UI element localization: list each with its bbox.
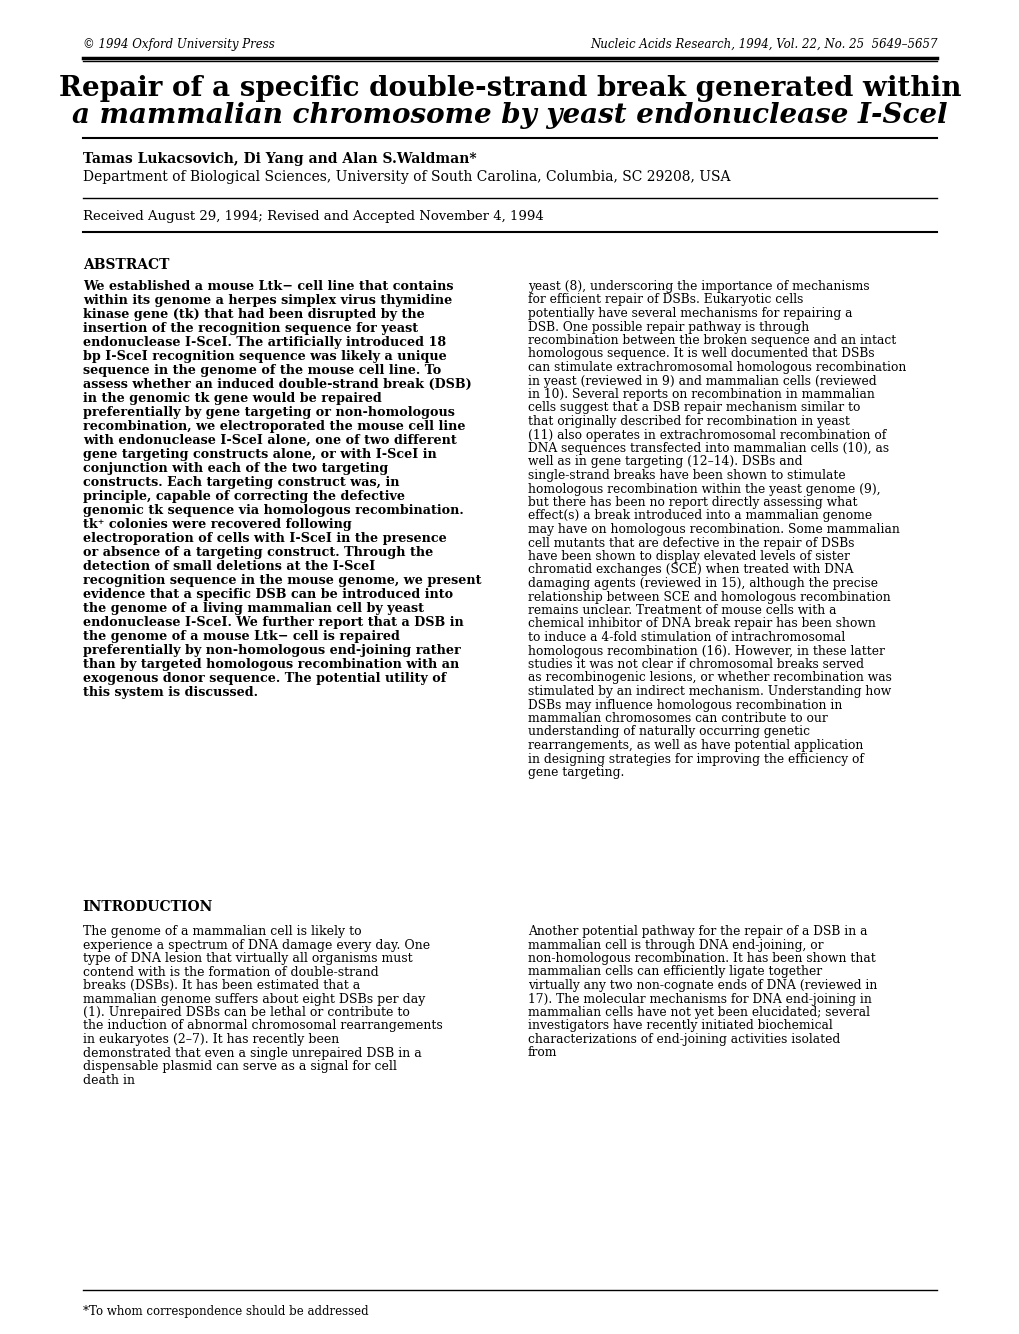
Text: endonuclease I-SceI. The artificially introduced 18: endonuclease I-SceI. The artificially in… (83, 336, 445, 350)
Text: that originally described for recombination in yeast: that originally described for recombinat… (527, 415, 849, 428)
Text: or absence of a targeting construct. Through the: or absence of a targeting construct. Thr… (83, 546, 432, 559)
Text: this system is discussed.: this system is discussed. (83, 686, 258, 699)
Text: characterizations of end-joining activities isolated: characterizations of end-joining activit… (527, 1033, 840, 1046)
Text: 17). The molecular mechanisms for DNA end-joining in: 17). The molecular mechanisms for DNA en… (527, 992, 871, 1006)
Text: have been shown to display elevated levels of sister: have been shown to display elevated leve… (527, 550, 849, 563)
Text: DNA sequences transfected into mammalian cells (10), as: DNA sequences transfected into mammalian… (527, 442, 888, 455)
Text: preferentially by gene targeting or non-homologous: preferentially by gene targeting or non-… (83, 406, 454, 419)
Text: gene targeting.: gene targeting. (527, 766, 624, 779)
Text: DSBs may influence homologous recombination in: DSBs may influence homologous recombinat… (527, 699, 842, 711)
Text: © 1994 Oxford University Press: © 1994 Oxford University Press (83, 37, 274, 51)
Text: mammalian chromosomes can contribute to our: mammalian chromosomes can contribute to … (527, 712, 826, 724)
Text: chemical inhibitor of DNA break repair has been shown: chemical inhibitor of DNA break repair h… (527, 618, 875, 631)
Text: as recombinogenic lesions, or whether recombination was: as recombinogenic lesions, or whether re… (527, 671, 891, 684)
Text: conjunction with each of the two targeting: conjunction with each of the two targeti… (83, 462, 387, 475)
Text: within its genome a herpes simplex virus thymidine: within its genome a herpes simplex virus… (83, 293, 451, 307)
Text: Department of Biological Sciences, University of South Carolina, Columbia, SC 29: Department of Biological Sciences, Unive… (83, 169, 730, 184)
Text: preferentially by non-homologous end-joining rather: preferentially by non-homologous end-joi… (83, 644, 460, 658)
Text: virtually any two non-cognate ends of DNA (reviewed in: virtually any two non-cognate ends of DN… (527, 979, 876, 992)
Text: from: from (527, 1046, 556, 1059)
Text: can stimulate extrachromosomal homologous recombination: can stimulate extrachromosomal homologou… (527, 362, 905, 374)
Text: mammalian genome suffers about eight DSBs per day: mammalian genome suffers about eight DSB… (83, 992, 425, 1006)
Text: homologous sequence. It is well documented that DSBs: homologous sequence. It is well document… (527, 347, 873, 360)
Text: damaging agents (reviewed in 15), although the precise: damaging agents (reviewed in 15), althou… (527, 578, 877, 590)
Text: The genome of a mammalian cell is likely to: The genome of a mammalian cell is likely… (83, 924, 361, 938)
Text: rearrangements, as well as have potential application: rearrangements, as well as have potentia… (527, 739, 862, 752)
Text: cell mutants that are defective in the repair of DSBs: cell mutants that are defective in the r… (527, 536, 854, 550)
Text: may have on homologous recombination. Some mammalian: may have on homologous recombination. So… (527, 523, 899, 536)
Text: mammalian cells can efficiently ligate together: mammalian cells can efficiently ligate t… (527, 966, 821, 979)
Text: yeast (8), underscoring the importance of mechanisms: yeast (8), underscoring the importance o… (527, 280, 868, 293)
Text: cells suggest that a DSB repair mechanism similar to: cells suggest that a DSB repair mechanis… (527, 402, 859, 415)
Text: sequence in the genome of the mouse cell line. To: sequence in the genome of the mouse cell… (83, 364, 440, 378)
Text: Another potential pathway for the repair of a DSB in a: Another potential pathway for the repair… (527, 924, 866, 938)
Text: in yeast (reviewed in 9) and mammalian cells (reviewed: in yeast (reviewed in 9) and mammalian c… (527, 375, 875, 387)
Text: evidence that a specific DSB can be introduced into: evidence that a specific DSB can be intr… (83, 588, 452, 602)
Text: bp I-SceI recognition sequence was likely a unique: bp I-SceI recognition sequence was likel… (83, 350, 446, 363)
Text: non-homologous recombination. It has been shown that: non-homologous recombination. It has bee… (527, 952, 874, 964)
Text: effect(s) a break introduced into a mammalian genome: effect(s) a break introduced into a mamm… (527, 510, 871, 523)
Text: *To whom correspondence should be addressed: *To whom correspondence should be addres… (83, 1305, 368, 1318)
Text: recombination, we electroporated the mouse cell line: recombination, we electroporated the mou… (83, 420, 465, 434)
Text: for efficient repair of DSBs. Eukaryotic cells: for efficient repair of DSBs. Eukaryotic… (527, 293, 802, 307)
Text: in the genomic tk gene would be repaired: in the genomic tk gene would be repaired (83, 392, 381, 406)
Text: but there has been no report directly assessing what: but there has been no report directly as… (527, 496, 856, 510)
Text: than by targeted homologous recombination with an: than by targeted homologous recombinatio… (83, 658, 459, 671)
Text: ABSTRACT: ABSTRACT (83, 257, 169, 272)
Text: recombination between the broken sequence and an intact: recombination between the broken sequenc… (527, 334, 895, 347)
Text: well as in gene targeting (12–14). DSBs and: well as in gene targeting (12–14). DSBs … (527, 455, 802, 468)
Text: Tamas Lukacsovich, Di Yang and Alan S.Waldman*: Tamas Lukacsovich, Di Yang and Alan S.Wa… (83, 152, 476, 165)
Text: to induce a 4-fold stimulation of intrachromosomal: to induce a 4-fold stimulation of intrac… (527, 631, 844, 644)
Text: (11) also operates in extrachromosomal recombination of: (11) also operates in extrachromosomal r… (527, 428, 886, 442)
Text: studies it was not clear if chromosomal breaks served: studies it was not clear if chromosomal … (527, 658, 863, 671)
Text: with endonuclease I-SceI alone, one of two different: with endonuclease I-SceI alone, one of t… (83, 434, 457, 447)
Text: understanding of naturally occurring genetic: understanding of naturally occurring gen… (527, 726, 809, 739)
Text: endonuclease I-SceI. We further report that a DSB in: endonuclease I-SceI. We further report t… (83, 616, 463, 630)
Text: demonstrated that even a single unrepaired DSB in a: demonstrated that even a single unrepair… (83, 1046, 421, 1059)
Text: chromatid exchanges (SCE) when treated with DNA: chromatid exchanges (SCE) when treated w… (527, 563, 853, 576)
Text: constructs. Each targeting construct was, in: constructs. Each targeting construct was… (83, 476, 398, 490)
Text: gene targeting constructs alone, or with I-SceI in: gene targeting constructs alone, or with… (83, 448, 436, 462)
Text: detection of small deletions at the I-SceI: detection of small deletions at the I-Sc… (83, 560, 375, 574)
Text: homologous recombination (16). However, in these latter: homologous recombination (16). However, … (527, 644, 883, 658)
Text: a mammalian chromosome by yeast endonuclease I-Scel: a mammalian chromosome by yeast endonucl… (72, 101, 947, 129)
Text: Received August 29, 1994; Revised and Accepted November 4, 1994: Received August 29, 1994; Revised and Ac… (83, 209, 543, 223)
Text: contend with is the formation of double-strand: contend with is the formation of double-… (83, 966, 378, 979)
Text: Repair of a specific double-strand break generated within: Repair of a specific double-strand break… (59, 75, 960, 101)
Text: experience a spectrum of DNA damage every day. One: experience a spectrum of DNA damage ever… (83, 939, 429, 951)
Text: death in: death in (83, 1074, 135, 1086)
Text: dispensable plasmid can serve as a signal for cell: dispensable plasmid can serve as a signa… (83, 1061, 396, 1073)
Text: tk⁺ colonies were recovered following: tk⁺ colonies were recovered following (83, 518, 352, 531)
Text: breaks (DSBs). It has been estimated that a: breaks (DSBs). It has been estimated tha… (83, 979, 360, 992)
Text: DSB. One possible repair pathway is through: DSB. One possible repair pathway is thro… (527, 320, 808, 334)
Text: kinase gene (tk) that had been disrupted by the: kinase gene (tk) that had been disrupted… (83, 308, 424, 321)
Text: remains unclear. Treatment of mouse cells with a: remains unclear. Treatment of mouse cell… (527, 604, 836, 618)
Text: principle, capable of correcting the defective: principle, capable of correcting the def… (83, 490, 405, 503)
Text: We established a mouse Ltk− cell line that contains: We established a mouse Ltk− cell line th… (83, 280, 452, 293)
Text: in designing strategies for improving the efficiency of: in designing strategies for improving th… (527, 752, 863, 766)
Text: relationship between SCE and homologous recombination: relationship between SCE and homologous … (527, 591, 890, 603)
Text: the genome of a mouse Ltk− cell is repaired: the genome of a mouse Ltk− cell is repai… (83, 630, 399, 643)
Text: exogenous donor sequence. The potential utility of: exogenous donor sequence. The potential … (83, 672, 445, 684)
Text: genomic tk sequence via homologous recombination.: genomic tk sequence via homologous recom… (83, 504, 463, 518)
Text: assess whether an induced double-strand break (DSB): assess whether an induced double-strand … (83, 378, 471, 391)
Text: stimulated by an indirect mechanism. Understanding how: stimulated by an indirect mechanism. Und… (527, 684, 891, 698)
Text: single-strand breaks have been shown to stimulate: single-strand breaks have been shown to … (527, 470, 845, 482)
Text: (1). Unrepaired DSBs can be lethal or contribute to: (1). Unrepaired DSBs can be lethal or co… (83, 1006, 410, 1019)
Text: potentially have several mechanisms for repairing a: potentially have several mechanisms for … (527, 307, 852, 320)
Text: INTRODUCTION: INTRODUCTION (83, 900, 213, 914)
Text: type of DNA lesion that virtually all organisms must: type of DNA lesion that virtually all or… (83, 952, 412, 964)
Text: recognition sequence in the mouse genome, we present: recognition sequence in the mouse genome… (83, 574, 481, 587)
Text: investigators have recently initiated biochemical: investigators have recently initiated bi… (527, 1019, 832, 1033)
Text: mammalian cells have not yet been elucidated; several: mammalian cells have not yet been elucid… (527, 1006, 869, 1019)
Text: homologous recombination within the yeast genome (9),: homologous recombination within the yeas… (527, 483, 879, 495)
Text: in 10). Several reports on recombination in mammalian: in 10). Several reports on recombination… (527, 388, 874, 402)
Text: insertion of the recognition sequence for yeast: insertion of the recognition sequence fo… (83, 321, 418, 335)
Text: the induction of abnormal chromosomal rearrangements: the induction of abnormal chromosomal re… (83, 1019, 442, 1033)
Text: in eukaryotes (2–7). It has recently been: in eukaryotes (2–7). It has recently bee… (83, 1033, 338, 1046)
Text: mammalian cell is through DNA end-joining, or: mammalian cell is through DNA end-joinin… (527, 939, 822, 951)
Text: electroporation of cells with I-SceI in the presence: electroporation of cells with I-SceI in … (83, 532, 446, 546)
Text: the genome of a living mammalian cell by yeast: the genome of a living mammalian cell by… (83, 602, 423, 615)
Text: Nucleic Acids Research, 1994, Vol. 22, No. 25  5649–5657: Nucleic Acids Research, 1994, Vol. 22, N… (589, 37, 936, 51)
